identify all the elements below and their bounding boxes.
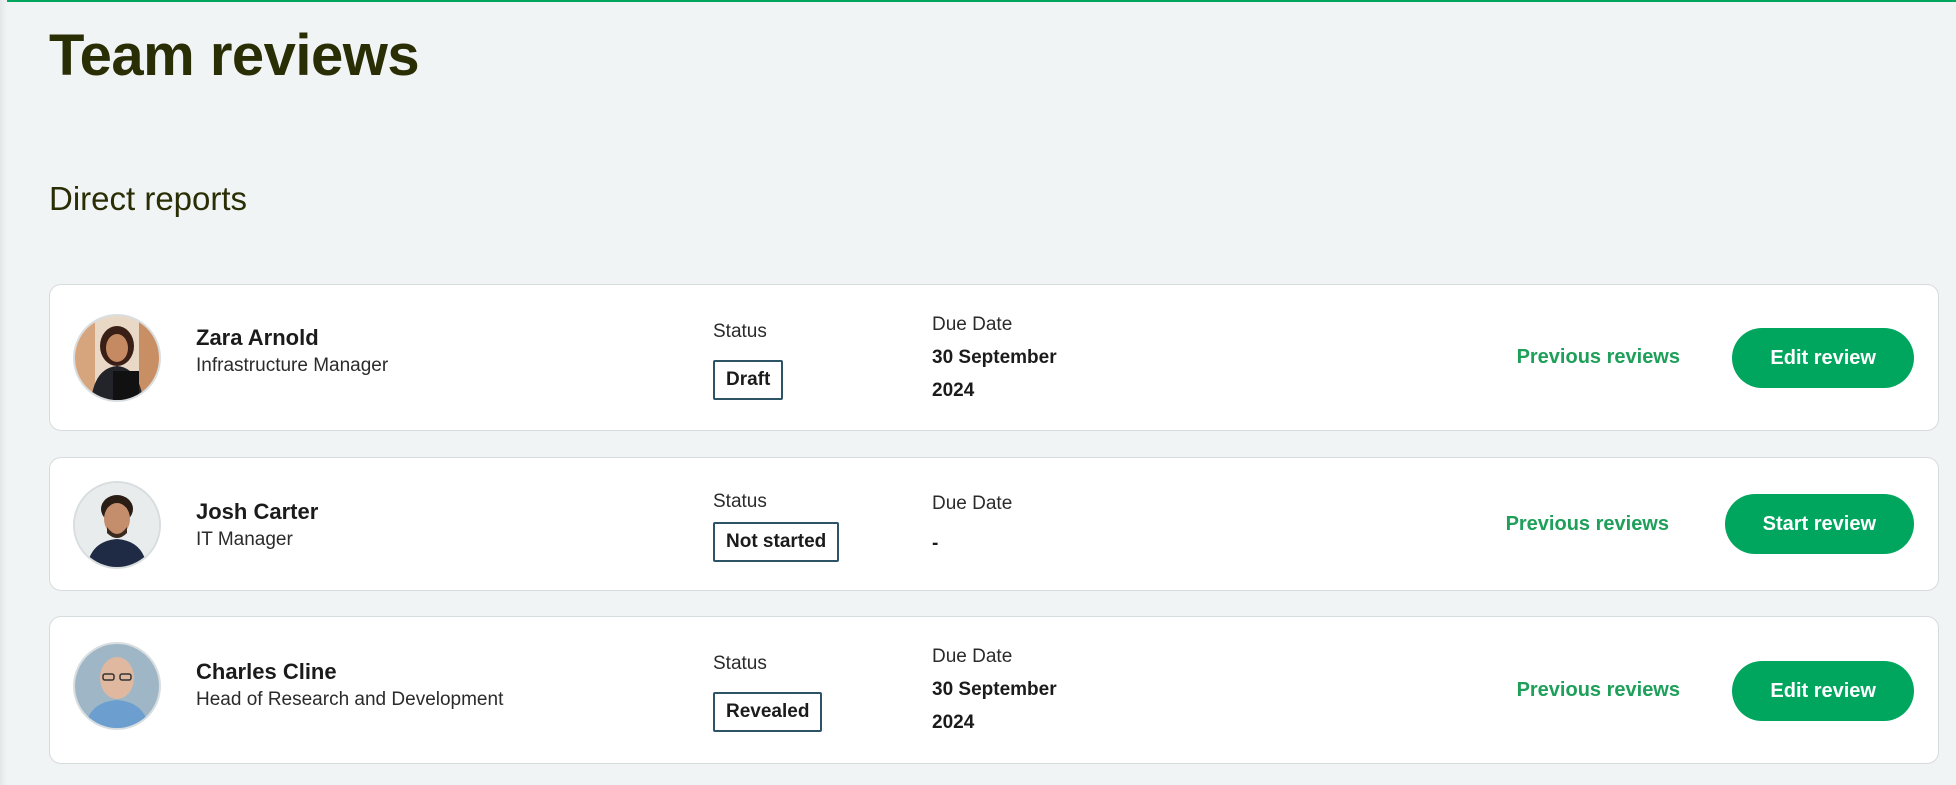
avatar-man-icon (75, 483, 159, 567)
due-date-line: - (932, 533, 939, 554)
report-name: Charles Cline (196, 659, 337, 684)
due-date-year: 2024 (932, 712, 975, 733)
status-label: Status (713, 321, 767, 342)
due-date-value: 30 September 2024 (932, 673, 1057, 739)
status-label: Status (713, 653, 767, 674)
status-badge: Not started (713, 522, 840, 562)
status-label: Status (713, 491, 767, 512)
due-date-line: 30 September (932, 347, 1057, 368)
report-card: Josh Carter IT Manager Status Not starte… (49, 457, 1939, 591)
due-date-value: - (932, 527, 938, 560)
avatar (73, 481, 161, 569)
report-role: Infrastructure Manager (196, 355, 389, 376)
start-review-button[interactable]: Start review (1724, 494, 1914, 554)
top-accent-line (0, 0, 1956, 2)
section-title: Direct reports (49, 180, 248, 217)
status-badge: Revealed (713, 692, 823, 732)
report-role: Head of Research and Development (196, 689, 504, 710)
report-role: IT Manager (196, 529, 293, 550)
avatar-woman-icon (75, 316, 159, 400)
due-date-label: Due Date (932, 646, 1013, 667)
previous-reviews-link[interactable]: Previous reviews (1505, 513, 1669, 535)
previous-reviews-link[interactable]: Previous reviews (1516, 346, 1680, 368)
report-name: Josh Carter (196, 499, 319, 524)
due-date-year: 2024 (932, 380, 975, 401)
avatar (73, 642, 161, 730)
page-title: Team reviews (49, 23, 420, 88)
previous-reviews-link[interactable]: Previous reviews (1516, 679, 1680, 701)
report-name: Zara Arnold (196, 325, 319, 350)
due-date-label: Due Date (932, 493, 1013, 514)
avatar (73, 314, 161, 402)
left-edge (0, 0, 7, 785)
status-badge: Draft (713, 360, 784, 400)
due-date-line: 30 September (932, 679, 1057, 700)
edit-review-button[interactable]: Edit review (1732, 661, 1914, 721)
avatar-man-bald-icon (75, 644, 159, 728)
due-date-label: Due Date (932, 314, 1013, 335)
report-card: Zara Arnold Infrastructure Manager Statu… (49, 284, 1939, 431)
report-card: Charles Cline Head of Research and Devel… (49, 616, 1939, 764)
due-date-value: 30 September 2024 (932, 341, 1057, 407)
edit-review-button[interactable]: Edit review (1732, 328, 1914, 388)
